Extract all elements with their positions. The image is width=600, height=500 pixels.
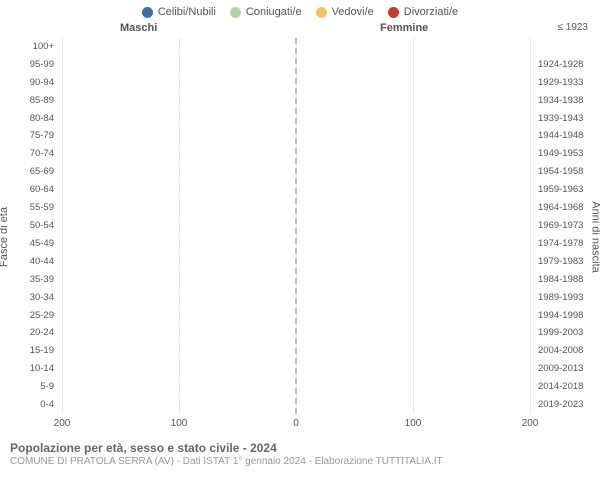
pyramid-row	[62, 324, 530, 342]
header-male: Maschi	[120, 22, 157, 34]
birth-year-label: 1984-1988	[534, 274, 600, 285]
age-label: 55-59	[0, 202, 58, 213]
legend-swatch	[142, 7, 153, 18]
age-label: 60-64	[0, 184, 58, 195]
age-label: 20-24	[0, 327, 58, 338]
age-label: 45-49	[0, 238, 58, 249]
header-female: Femmine	[380, 22, 428, 34]
pyramid-row	[62, 342, 530, 360]
age-label: 10-14	[0, 363, 58, 374]
age-label: 65-69	[0, 166, 58, 177]
population-pyramid-chart: Celibi/Nubili Coniugati/e Vedovi/e Divorzia…	[0, 0, 600, 500]
legend: Celibi/Nubili Coniugati/e Vedovi/e Divorzia…	[0, 0, 600, 22]
pyramid-row	[62, 110, 530, 128]
x-axis: 2001000100200	[62, 418, 530, 432]
pyramid-row	[62, 128, 530, 146]
x-tick-label: 200	[522, 418, 539, 429]
age-label: 30-34	[0, 292, 58, 303]
birth-year-label: 1929-1933	[534, 77, 600, 88]
x-tick-label: 200	[54, 418, 71, 429]
pyramid-row	[62, 181, 530, 199]
birth-year-label: 1954-1958	[534, 166, 600, 177]
pyramid-row	[62, 217, 530, 235]
birth-year-label: 1994-1998	[534, 310, 600, 321]
pyramid-row	[62, 38, 530, 56]
legend-swatch	[388, 7, 399, 18]
birth-year-label: 1949-1953	[534, 148, 600, 159]
header-year-top: ≤ 1923	[557, 22, 588, 33]
pyramid-row	[62, 253, 530, 271]
birth-year-label: 1959-1963	[534, 184, 600, 195]
legend-label: Celibi/Nubili	[158, 6, 216, 18]
legend-item: Vedovi/e	[316, 6, 374, 18]
age-label: 0-4	[0, 399, 58, 410]
legend-swatch	[230, 7, 241, 18]
pyramid-row	[62, 56, 530, 74]
age-label: 80-84	[0, 113, 58, 124]
birth-year-label: 1969-1973	[534, 220, 600, 231]
birth-year-label: 2019-2023	[534, 399, 600, 410]
legend-item: Divorziati/e	[388, 6, 458, 18]
age-label: 15-19	[0, 345, 58, 356]
bar-rows	[62, 38, 530, 414]
pyramid-row	[62, 145, 530, 163]
pyramid-row	[62, 199, 530, 217]
y-labels-age: 100+ 95-99 90-94 85-89 80-84 75-79 70-74 65-69 6…	[0, 38, 58, 414]
pyramid-row	[62, 163, 530, 181]
age-label: 85-89	[0, 95, 58, 106]
pyramid-row	[62, 92, 530, 110]
birth-year-label: 1944-1948	[534, 130, 600, 141]
column-headers: Maschi Femmine ≤ 1923	[0, 22, 600, 38]
birth-year-label: 1964-1968	[534, 202, 600, 213]
pyramid-row	[62, 378, 530, 396]
birth-year-label: 1939-1943	[534, 113, 600, 124]
age-label: 90-94	[0, 77, 58, 88]
legend-item: Celibi/Nubili	[142, 6, 216, 18]
age-label: 95-99	[0, 59, 58, 70]
pyramid-row	[62, 74, 530, 92]
birth-year-label: 2009-2013	[534, 363, 600, 374]
x-tick-label: 0	[293, 418, 299, 429]
age-label: 75-79	[0, 130, 58, 141]
pyramid-row	[62, 271, 530, 289]
age-label: 5-9	[0, 381, 58, 392]
legend-item: Coniugati/e	[230, 6, 302, 18]
birth-year-label: 2014-2018	[534, 381, 600, 392]
birth-year-label: 1974-1978	[534, 238, 600, 249]
chart-footer: Popolazione per età, sesso e stato civil…	[0, 436, 600, 467]
chart-title: Popolazione per età, sesso e stato civil…	[10, 441, 590, 455]
birth-year-label: 2004-2008	[534, 345, 600, 356]
pyramid-row	[62, 235, 530, 253]
legend-label: Vedovi/e	[332, 6, 374, 18]
age-label: 40-44	[0, 256, 58, 267]
age-label: 100+	[0, 41, 58, 52]
x-tick-label: 100	[405, 418, 422, 429]
pyramid-row	[62, 360, 530, 378]
birth-year-label: 1924-1928	[534, 59, 600, 70]
y-labels-year: 1924-1928 1929-1933 1934-1938 1939-1943 1944…	[534, 38, 600, 414]
plot-area: Fasce di età Anni di nascita 100+95-9990…	[0, 38, 600, 436]
legend-label: Divorziati/e	[404, 6, 458, 18]
legend-label: Coniugati/e	[246, 6, 302, 18]
pyramid-row	[62, 307, 530, 325]
birth-year-label: 1979-1983	[534, 256, 600, 267]
x-tick-label: 100	[171, 418, 188, 429]
age-label: 35-39	[0, 274, 58, 285]
birth-year-label: 1989-1993	[534, 292, 600, 303]
pyramid-row	[62, 396, 530, 414]
age-label: 50-54	[0, 220, 58, 231]
age-label: 70-74	[0, 148, 58, 159]
birth-year-label: 1934-1938	[534, 95, 600, 106]
age-label: 25-29	[0, 310, 58, 321]
chart-subtitle: COMUNE DI PRATOLA SERRA (AV) - Dati ISTA…	[10, 456, 590, 467]
pyramid-row	[62, 289, 530, 307]
legend-swatch	[316, 7, 327, 18]
birth-year-label: 1999-2003	[534, 327, 600, 338]
